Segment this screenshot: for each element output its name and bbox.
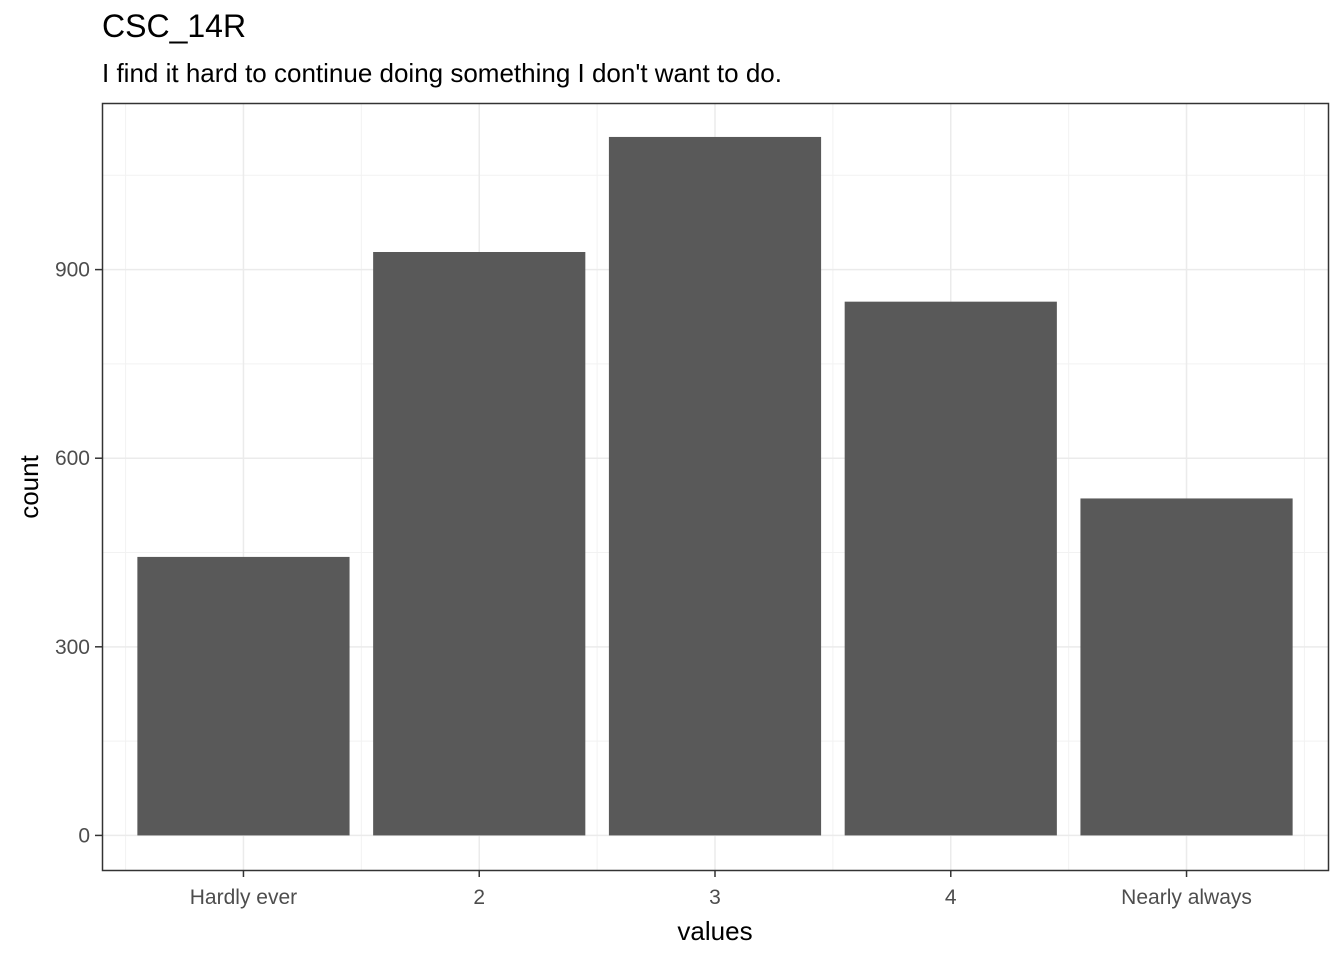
- bar-3: [608, 136, 822, 836]
- chart-subtitle: I find it hard to continue doing somethi…: [102, 58, 782, 88]
- x-axis: Hardly ever 2 3 4 Nearly always: [190, 870, 1252, 909]
- y-axis-title: count: [14, 454, 44, 518]
- y-axis: 0 300 600 900: [55, 259, 102, 847]
- bars: [137, 136, 1293, 836]
- bar-2: [373, 251, 586, 836]
- x-tick-label: Hardly ever: [190, 886, 297, 909]
- chart-title: CSC_14R: [102, 8, 247, 44]
- bar-5: [1080, 498, 1293, 836]
- x-tick-label: 3: [709, 886, 721, 909]
- x-tick-label: 4: [945, 886, 957, 909]
- x-tick-label: 2: [473, 886, 485, 909]
- y-tick-label: 300: [55, 636, 90, 659]
- y-tick-label: 900: [55, 259, 90, 282]
- x-axis-title: values: [677, 916, 752, 946]
- y-tick-label: 0: [78, 824, 90, 847]
- y-tick-label: 600: [55, 447, 90, 470]
- bar-4: [844, 301, 1057, 836]
- x-tick-label: Nearly always: [1121, 886, 1252, 909]
- bar-1: [137, 556, 350, 836]
